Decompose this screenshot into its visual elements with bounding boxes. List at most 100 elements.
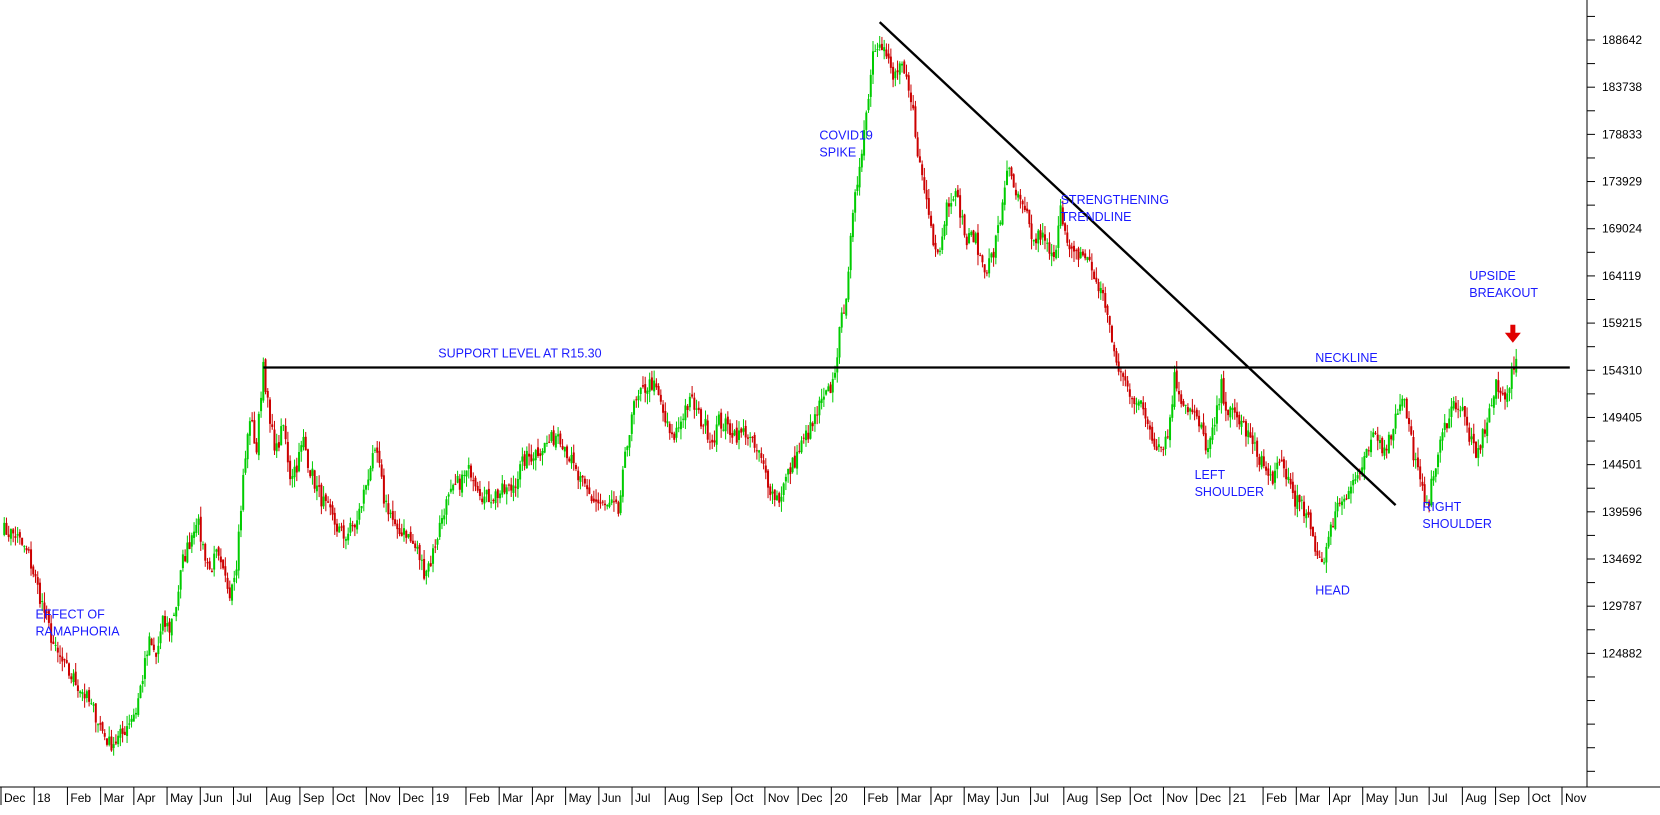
y-tick-label: 144501: [1602, 458, 1642, 472]
candle: [606, 504, 609, 510]
candle-body: [793, 455, 796, 468]
candle-body: [123, 731, 126, 736]
candle: [599, 493, 602, 509]
candle: [548, 434, 551, 444]
candle-body: [1394, 413, 1397, 429]
candle: [347, 527, 350, 545]
candle: [1119, 366, 1122, 382]
candle: [248, 417, 251, 446]
candle: [1450, 398, 1453, 428]
candle-body: [59, 655, 62, 657]
candle: [1184, 404, 1187, 414]
candle: [291, 468, 294, 488]
candle-body: [985, 272, 988, 274]
candle: [1090, 253, 1093, 280]
candle: [1370, 430, 1373, 457]
candle-body: [767, 470, 770, 488]
candle: [1405, 397, 1408, 419]
candle-body: [436, 539, 439, 545]
candle-body: [150, 638, 153, 646]
candle-body: [1459, 410, 1462, 412]
x-tick-label: Apr: [934, 791, 953, 805]
candle-body: [385, 500, 388, 502]
candle-body: [693, 397, 696, 410]
candle: [1307, 505, 1310, 518]
candle-body: [490, 502, 493, 504]
candle: [302, 429, 305, 451]
candle: [1244, 419, 1247, 447]
candle-body: [737, 430, 741, 440]
candle-body: [1349, 486, 1352, 494]
candle: [704, 410, 707, 434]
candle-body: [610, 499, 613, 503]
candle-body: [1102, 289, 1105, 294]
candle: [1160, 446, 1163, 453]
candle: [81, 689, 84, 702]
candle-body: [1479, 445, 1482, 450]
candle-body: [925, 189, 928, 200]
candle: [1294, 484, 1297, 516]
candle-body: [1262, 456, 1265, 467]
candle: [1206, 439, 1210, 459]
candle-body: [1233, 407, 1236, 413]
candle: [418, 543, 421, 570]
candle: [930, 211, 933, 229]
candle: [1169, 414, 1172, 448]
x-tick-label: 18: [37, 791, 51, 805]
candle: [934, 234, 937, 257]
candle: [329, 498, 332, 516]
candle: [170, 618, 173, 643]
candle-body: [1169, 417, 1172, 441]
candle-body: [255, 442, 258, 453]
candle-body: [1474, 441, 1478, 458]
candle: [916, 131, 919, 158]
candle: [268, 397, 272, 433]
candle: [628, 434, 631, 457]
candle: [1441, 428, 1444, 451]
candle: [1191, 398, 1194, 415]
candle: [552, 425, 555, 447]
candle: [277, 435, 280, 452]
candle-body: [1396, 413, 1399, 415]
candle-body: [970, 231, 973, 236]
candle: [1019, 189, 1022, 209]
candle: [749, 432, 752, 448]
candle-body: [400, 532, 403, 536]
candle: [1423, 476, 1426, 508]
candle: [440, 509, 443, 530]
candle: [878, 35, 881, 51]
candle-body: [219, 556, 222, 563]
candle: [108, 726, 111, 747]
candle: [1202, 413, 1205, 437]
candle: [1376, 426, 1379, 451]
candle-body: [47, 610, 50, 623]
x-tick-label: Feb: [1266, 791, 1287, 805]
candle: [983, 264, 986, 279]
candle: [1468, 422, 1471, 446]
candle-body: [840, 312, 843, 328]
candle-body: [1113, 344, 1116, 352]
candle-body: [905, 74, 908, 77]
candle: [445, 496, 448, 525]
candle: [760, 447, 763, 464]
candle-body: [79, 691, 82, 694]
candle: [715, 415, 718, 452]
candle: [1135, 397, 1138, 413]
candle: [152, 637, 155, 653]
candle-body: [1231, 408, 1234, 410]
candle-body: [751, 436, 754, 438]
candle-body: [1177, 391, 1180, 395]
candle: [612, 491, 615, 512]
candle-body: [563, 446, 566, 452]
candle: [465, 470, 468, 487]
candle: [800, 436, 803, 454]
candle-body: [1133, 397, 1136, 404]
candle-body: [1184, 404, 1187, 406]
candle-body: [268, 399, 272, 424]
candle-body: [744, 425, 747, 438]
candle: [943, 220, 946, 240]
candle: [521, 447, 524, 472]
candle: [373, 447, 376, 454]
annotation-text: EFFECT OF: [36, 608, 106, 622]
candle: [85, 689, 88, 703]
